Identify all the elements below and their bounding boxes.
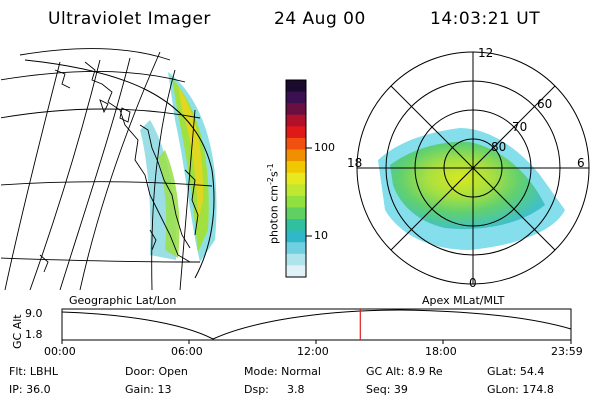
colorbar-segment <box>286 91 306 104</box>
colorbar-segment <box>286 172 306 185</box>
polar-aurora-inner <box>390 141 545 230</box>
colorbar <box>286 80 306 278</box>
mlt-label-12: 12 <box>478 46 494 60</box>
seq-label: Seq: 39 <box>366 383 408 396</box>
altitude-xtick-3: 18:00 <box>425 345 457 358</box>
colorbar-segment <box>286 207 306 220</box>
gain-label: Gain: 13 <box>125 383 172 396</box>
altitude-xtick-1: 06:00 <box>171 345 203 358</box>
mode-label: Mode: Normal <box>244 365 321 378</box>
coastlines <box>39 61 199 273</box>
colorbar-segment <box>286 219 306 232</box>
instrument-title: Ultraviolet Imager <box>48 9 211 29</box>
longitude-grid <box>4 51 196 290</box>
mlt-label-6: 6 <box>577 156 585 170</box>
altitude-plot <box>61 308 572 344</box>
altitude-ymin: 1.8 <box>25 328 43 341</box>
colorbar-segment <box>286 103 306 116</box>
altitude-frame <box>61 308 572 341</box>
colorbar-label-10: 10 <box>314 229 328 242</box>
latitude-grid <box>1 48 213 263</box>
altitude-curve <box>61 309 572 340</box>
dsp-value: 3.8 <box>287 383 305 396</box>
date-label: 24 Aug 00 <box>274 9 366 29</box>
colorbar-segment <box>286 184 306 197</box>
colorbar-segment <box>286 137 306 151</box>
time-label: 14:03:21 UT <box>430 9 541 29</box>
polar-plot <box>356 51 590 285</box>
mlat-label-80: 80 <box>491 140 507 154</box>
polar-panel-caption: Apex MLat/MLT <box>422 294 505 307</box>
colorbar-segment <box>286 253 306 267</box>
colorbar-unit-label: photon cm-2s-1 <box>266 163 281 244</box>
mlt-label-0: 0 <box>469 276 477 290</box>
glon-label: GLon: 174.8 <box>487 383 554 396</box>
gc-alt-label: GC Alt: 8.9 Re <box>366 365 443 378</box>
colorbar-frame <box>285 79 307 278</box>
geographic-map <box>1 48 217 290</box>
colorbar-segment <box>286 149 306 162</box>
door-label: Door: Open <box>125 365 188 378</box>
colorbar-segment <box>286 114 306 127</box>
altitude-xtick-4: 23:59 <box>551 345 583 358</box>
altitude-ymax: 9.0 <box>25 307 43 320</box>
colorbar-segment <box>286 242 306 255</box>
mlat-label-70: 70 <box>512 120 528 134</box>
altitude-x-ticks <box>61 340 572 344</box>
colorbar-segment <box>286 265 306 278</box>
altitude-ylabel: GC Alt <box>11 314 24 349</box>
geo-panel-caption: Geographic Lat/Lon <box>69 294 177 307</box>
colorbar-segment <box>286 161 306 174</box>
polar-grid <box>356 51 590 285</box>
aurora-core <box>178 86 204 222</box>
colorbar-label-100: 100 <box>314 141 335 154</box>
colorbar-segment <box>286 80 306 93</box>
mlat-label-60: 60 <box>537 97 553 111</box>
colorbar-segment <box>286 195 306 209</box>
dsp-label: Dsp: <box>244 383 269 396</box>
glat-label: GLat: 54.4 <box>487 365 545 378</box>
mlt-label-18: 18 <box>347 156 363 170</box>
altitude-xtick-0: 00:00 <box>44 345 76 358</box>
colorbar-segment <box>286 230 306 243</box>
colorbar-segment <box>286 126 306 139</box>
ip-label: IP: 36.0 <box>9 383 51 396</box>
flt-label: Flt: LBHL <box>9 365 58 378</box>
altitude-xtick-2: 12:00 <box>297 345 329 358</box>
